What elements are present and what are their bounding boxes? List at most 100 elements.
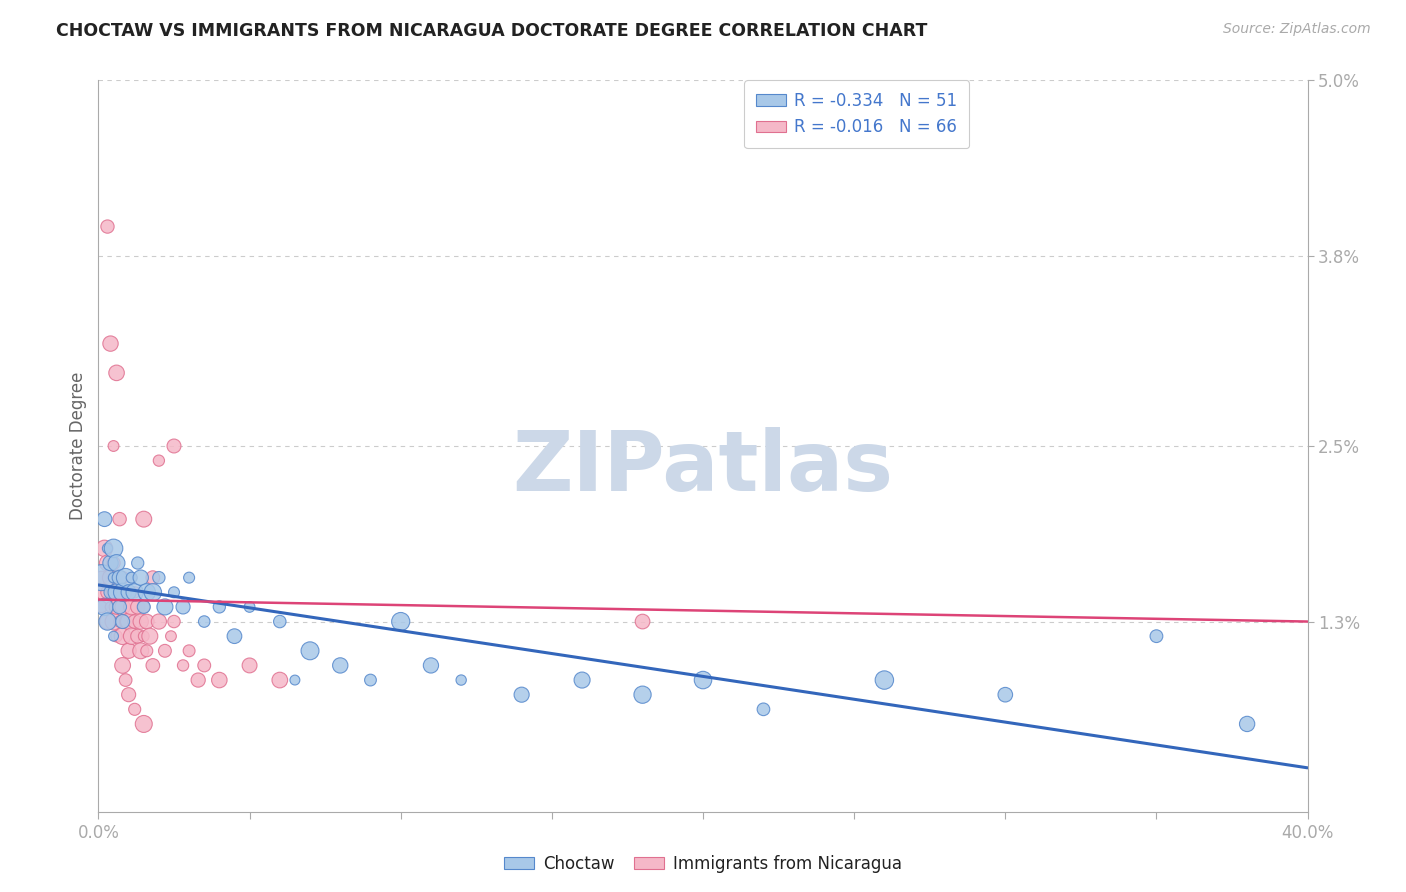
Point bbox=[103, 571, 125, 585]
Point bbox=[132, 599, 155, 614]
Point bbox=[96, 541, 118, 556]
Point bbox=[121, 571, 143, 585]
Point bbox=[127, 599, 149, 614]
Point bbox=[105, 571, 128, 585]
Point bbox=[96, 615, 118, 629]
Point bbox=[118, 585, 141, 599]
Point bbox=[179, 571, 201, 585]
Point bbox=[127, 556, 149, 570]
Point bbox=[108, 599, 131, 614]
Point bbox=[127, 629, 149, 643]
Point bbox=[108, 585, 131, 599]
Point bbox=[100, 571, 122, 585]
Point bbox=[135, 644, 157, 658]
Text: Source: ZipAtlas.com: Source: ZipAtlas.com bbox=[1223, 22, 1371, 37]
Point bbox=[124, 702, 146, 716]
Point bbox=[124, 585, 146, 599]
Point bbox=[450, 673, 472, 687]
Point bbox=[239, 658, 262, 673]
Point bbox=[129, 644, 152, 658]
Point bbox=[124, 585, 146, 599]
Point bbox=[111, 585, 134, 599]
Point bbox=[631, 688, 654, 702]
Point bbox=[135, 585, 157, 599]
Point bbox=[510, 688, 533, 702]
Point bbox=[269, 615, 291, 629]
Point bbox=[129, 615, 152, 629]
Point bbox=[193, 658, 215, 673]
Point bbox=[360, 673, 382, 687]
Point bbox=[124, 615, 146, 629]
Point bbox=[118, 585, 141, 599]
Point bbox=[132, 599, 155, 614]
Point bbox=[160, 629, 183, 643]
Point bbox=[571, 673, 593, 687]
Point bbox=[90, 599, 112, 614]
Point bbox=[132, 717, 155, 731]
Point bbox=[163, 439, 186, 453]
Point bbox=[103, 541, 125, 556]
Point bbox=[172, 599, 194, 614]
Point bbox=[108, 512, 131, 526]
Point bbox=[239, 599, 262, 614]
Text: ZIPatlas: ZIPatlas bbox=[513, 427, 893, 508]
Legend: R = -0.334   N = 51, R = -0.016   N = 66: R = -0.334 N = 51, R = -0.016 N = 66 bbox=[744, 80, 969, 148]
Point bbox=[420, 658, 443, 673]
Y-axis label: Doctorate Degree: Doctorate Degree bbox=[69, 372, 87, 520]
Point bbox=[96, 615, 118, 629]
Point bbox=[105, 599, 128, 614]
Point bbox=[100, 556, 122, 570]
Point bbox=[208, 599, 231, 614]
Point bbox=[118, 644, 141, 658]
Point bbox=[148, 453, 170, 467]
Point bbox=[93, 599, 115, 614]
Point bbox=[103, 556, 125, 570]
Point bbox=[111, 658, 134, 673]
Point bbox=[142, 658, 165, 673]
Point bbox=[1144, 629, 1167, 643]
Point bbox=[118, 615, 141, 629]
Point bbox=[631, 615, 654, 629]
Point bbox=[118, 688, 141, 702]
Point bbox=[269, 673, 291, 687]
Point bbox=[103, 585, 125, 599]
Point bbox=[179, 644, 201, 658]
Point bbox=[135, 615, 157, 629]
Point bbox=[752, 702, 775, 716]
Point bbox=[100, 336, 122, 351]
Point bbox=[103, 629, 125, 643]
Point bbox=[121, 629, 143, 643]
Point bbox=[114, 571, 136, 585]
Point bbox=[108, 615, 131, 629]
Point bbox=[105, 556, 128, 570]
Point bbox=[93, 512, 115, 526]
Point bbox=[100, 599, 122, 614]
Point bbox=[121, 571, 143, 585]
Point bbox=[111, 629, 134, 643]
Point bbox=[873, 673, 896, 687]
Point bbox=[193, 615, 215, 629]
Point bbox=[105, 366, 128, 380]
Point bbox=[111, 615, 134, 629]
Point bbox=[153, 599, 176, 614]
Point bbox=[96, 556, 118, 570]
Point bbox=[90, 571, 112, 585]
Point bbox=[114, 615, 136, 629]
Point bbox=[148, 615, 170, 629]
Point bbox=[93, 585, 115, 599]
Point bbox=[111, 599, 134, 614]
Point bbox=[111, 571, 134, 585]
Point bbox=[163, 615, 186, 629]
Point bbox=[208, 673, 231, 687]
Point bbox=[103, 615, 125, 629]
Point bbox=[284, 673, 307, 687]
Point bbox=[96, 585, 118, 599]
Point bbox=[132, 512, 155, 526]
Point bbox=[1236, 717, 1258, 731]
Point bbox=[96, 219, 118, 234]
Point bbox=[163, 585, 186, 599]
Point bbox=[93, 541, 115, 556]
Point bbox=[129, 571, 152, 585]
Point bbox=[114, 673, 136, 687]
Point bbox=[114, 585, 136, 599]
